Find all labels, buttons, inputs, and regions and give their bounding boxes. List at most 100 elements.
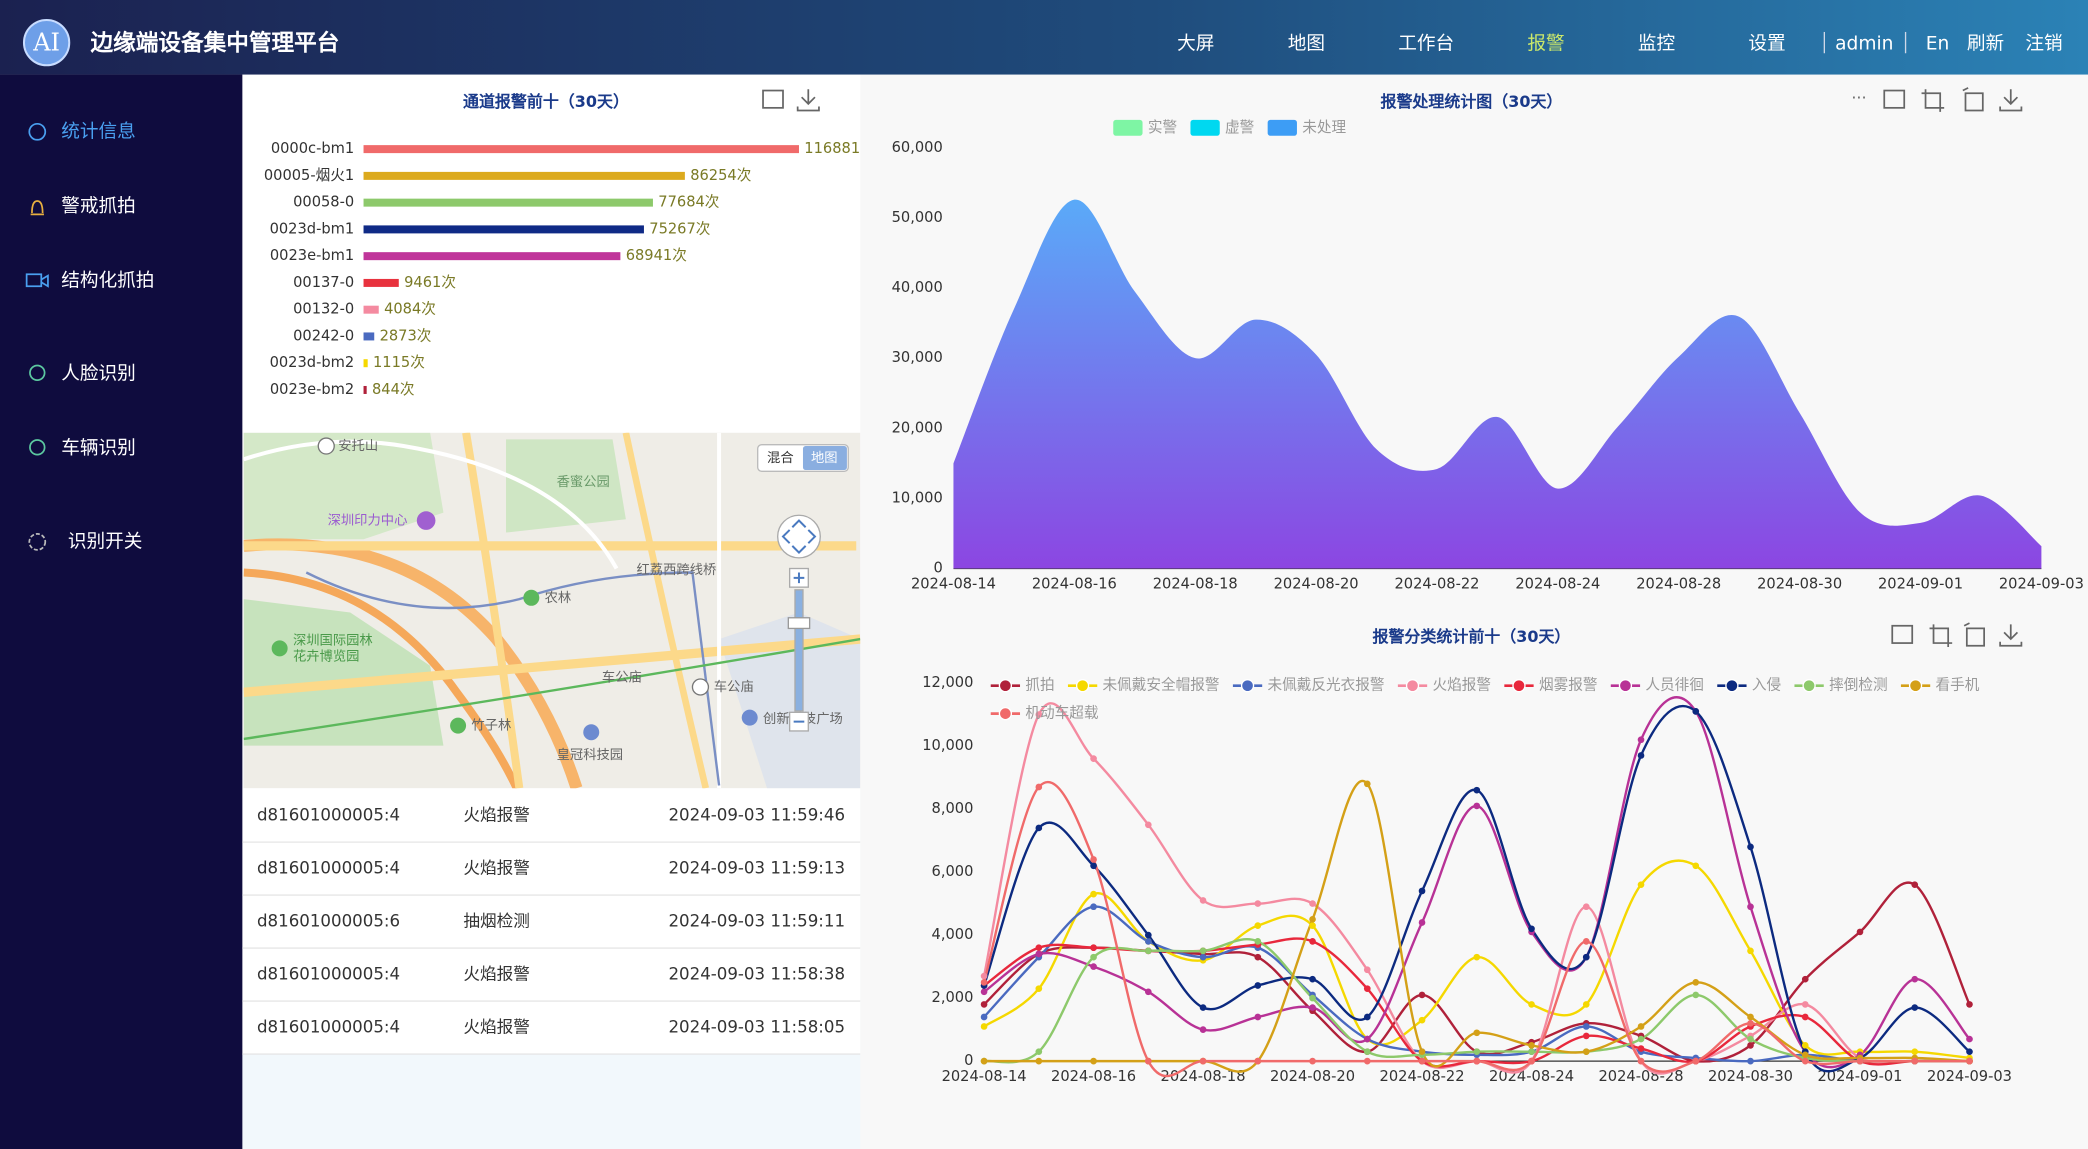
menu-item[interactable]: 结构化抓拍	[61, 270, 154, 291]
x-tick-label: 2024-08-30	[1757, 575, 1842, 592]
point	[1199, 1026, 1207, 1033]
alarm-table: d81601000005:4 火焰报警 2024-09-03 11:59:46 d81…	[242, 806, 861, 1055]
y-tick-label: 6,000	[932, 863, 974, 880]
menu-item[interactable]: 识别开关	[68, 531, 143, 552]
legend-item[interactable]: 烟雾报警	[1504, 677, 1598, 694]
y-tick-label: 12,000	[922, 674, 973, 691]
map-zoom-slider[interactable]	[794, 589, 804, 712]
app-title: 边缘端设备集中管理平台	[90, 29, 340, 56]
map-mode-button[interactable]: 地图	[811, 450, 838, 466]
map-label: 花卉博览园	[293, 648, 359, 664]
legend-item[interactable]: 虚警	[1190, 119, 1255, 136]
map-label: 安托山	[338, 438, 378, 454]
legend-swatch	[1405, 679, 1420, 693]
bar-value-label: 2873次	[380, 327, 432, 344]
crop-icon[interactable]	[1921, 89, 1945, 112]
download-icon[interactable]	[1999, 624, 2023, 647]
point	[1418, 919, 1426, 926]
map-label: 深圳国际园林	[293, 632, 373, 648]
point	[1090, 1057, 1097, 1065]
point	[1911, 1048, 1919, 1056]
bar-category: 00132-0	[293, 301, 354, 318]
legend-item[interactable]: 未佩戴反光衣报警	[1232, 677, 1385, 694]
point	[1966, 1035, 1973, 1043]
point	[980, 1057, 988, 1065]
menu-item[interactable]: 车辆识别	[61, 438, 136, 459]
point	[1473, 802, 1481, 810]
point	[1090, 944, 1097, 952]
nav-item[interactable]: 地图	[1288, 33, 1325, 54]
download-icon[interactable]	[1999, 89, 2023, 112]
y-tick-label: 8,000	[932, 800, 974, 817]
map-pan-control[interactable]	[777, 514, 821, 559]
map-zoom-handle[interactable]	[787, 617, 811, 630]
map-mode-button[interactable]: 混合	[767, 450, 794, 466]
x-tick-label: 2024-08-22	[1394, 575, 1479, 592]
table-cell: 火焰报警	[463, 1018, 530, 1037]
restore-icon[interactable]	[1962, 87, 1984, 112]
bar	[363, 145, 799, 154]
point	[1637, 1045, 1645, 1052]
nav-item[interactable]: 监控	[1638, 33, 1675, 54]
y-tick-label: 60,000	[892, 139, 943, 156]
bar	[363, 278, 399, 287]
point	[1582, 953, 1590, 961]
legend-label: 入侵	[1752, 677, 1781, 694]
x-tick-label: 2024-08-20	[1274, 575, 1359, 592]
legend-item[interactable]: 摔倒检测	[1794, 677, 1888, 694]
menu-icon	[30, 200, 44, 216]
legend-item[interactable]: 抓拍	[990, 677, 1055, 694]
legend-item[interactable]: 未佩戴安全帽报警	[1067, 676, 1220, 694]
legend-item[interactable]: 人员徘徊	[1610, 677, 1704, 694]
logout-button[interactable]: 注销	[2025, 33, 2062, 54]
map-park	[243, 432, 444, 540]
point	[1363, 1048, 1371, 1056]
map-label: 农林	[545, 590, 572, 606]
legend-item[interactable]: 未处理	[1267, 119, 1347, 136]
x-tick-label: 2024-08-22	[1380, 1068, 1465, 1085]
legend-item[interactable]: 火焰报警	[1397, 677, 1492, 694]
point	[1966, 1048, 1973, 1056]
legend-swatch	[1908, 679, 1923, 693]
nav-item[interactable]: 大屏	[1177, 33, 1214, 54]
crop-icon[interactable]	[1929, 624, 1953, 648]
calendar-icon[interactable]	[762, 89, 784, 109]
nav-item[interactable]: 设置	[1748, 33, 1785, 54]
calendar-icon[interactable]	[1883, 89, 1906, 109]
x-tick-label: 2024-08-14	[942, 1068, 1027, 1085]
legend-swatch	[1618, 679, 1633, 693]
legend-item[interactable]: 机动车超载	[990, 705, 1099, 722]
legend-item[interactable]: 入侵	[1717, 677, 1781, 694]
point	[1254, 953, 1262, 961]
menu-item-active[interactable]: 统计信息	[61, 121, 136, 142]
language-toggle[interactable]: En	[1926, 33, 1950, 54]
legend-swatch	[1725, 679, 1739, 693]
bar-value-label: 77684次	[658, 194, 720, 211]
point	[1254, 1013, 1262, 1021]
map-label: 皇冠科技园	[557, 747, 623, 763]
refresh-button[interactable]: 刷新	[1967, 33, 2004, 54]
point	[1199, 1004, 1207, 1011]
nav-item[interactable]: 工作台	[1398, 33, 1454, 54]
point	[1747, 843, 1754, 851]
point	[1747, 1057, 1754, 1065]
map-poi	[450, 717, 467, 734]
point	[1747, 1042, 1754, 1049]
menu-item[interactable]: 人脸识别	[61, 364, 136, 385]
point	[1582, 1001, 1590, 1008]
menu-item[interactable]: 警戒抓拍	[61, 196, 136, 217]
point	[1637, 736, 1645, 744]
user-name[interactable]: admin	[1835, 33, 1893, 54]
point	[980, 1001, 988, 1008]
more-icon[interactable]: ···	[1851, 88, 1866, 107]
nav-item-active[interactable]: 报警	[1527, 33, 1564, 54]
restore-icon[interactable]	[1963, 622, 1985, 647]
legend-item[interactable]: 实警	[1113, 119, 1177, 136]
legend-item[interactable]: 看手机	[1900, 677, 1980, 694]
point	[1309, 975, 1316, 983]
calendar-icon[interactable]	[1891, 624, 1914, 644]
download-icon[interactable]	[796, 89, 820, 112]
legend-label: 看手机	[1936, 677, 1980, 694]
map-pan-arrows	[781, 519, 817, 554]
map-label: 红荔西跨线桥	[637, 562, 717, 578]
